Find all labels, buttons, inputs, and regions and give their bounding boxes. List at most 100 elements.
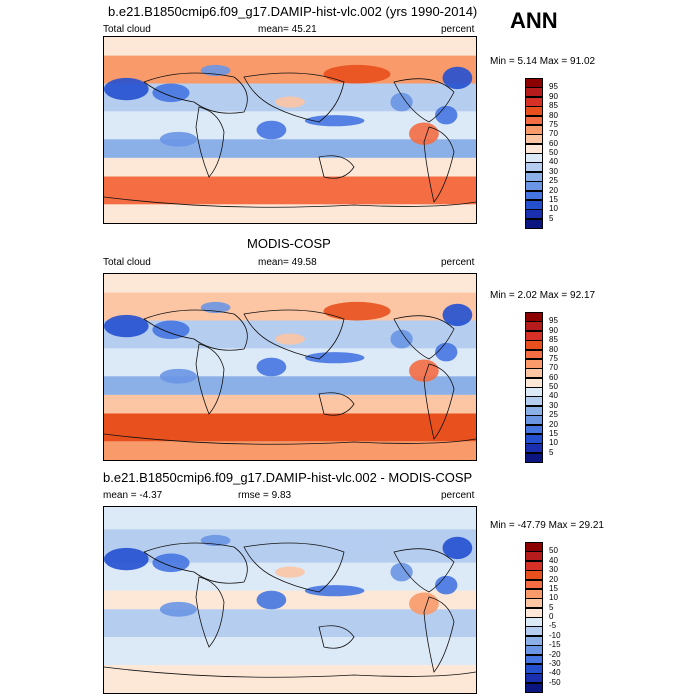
colorbar-tick-label: 80 — [549, 344, 558, 354]
colorbar-tick-label: 15 — [549, 194, 558, 204]
field-blob — [442, 66, 473, 90]
coastline — [143, 542, 248, 584]
field-blob — [104, 77, 149, 101]
field-band — [104, 665, 476, 693]
field-band — [104, 55, 476, 84]
colorbar-tick-label: 85 — [549, 101, 558, 111]
colorbar-tick-label: 50 — [549, 546, 558, 556]
field-blob — [435, 342, 458, 362]
field-band — [104, 441, 476, 460]
colorbar-tick-label: 20 — [549, 574, 558, 584]
coastline — [195, 576, 225, 648]
season-label: ANN — [510, 8, 558, 33]
colorbar-tick-label: 30 — [549, 565, 558, 575]
colorbar-tick-label: -30 — [549, 658, 561, 668]
colorbar-tick-label: 5 — [549, 602, 554, 612]
coastline — [423, 596, 455, 673]
colorbar-tick-label: 20 — [549, 419, 558, 429]
field-blob — [304, 585, 365, 597]
colorbar-tick-label: 40 — [549, 157, 558, 167]
field-blob — [159, 601, 197, 617]
field-blob — [323, 64, 391, 84]
panel1-title: b.e21.B1850cmip6.f09_g17.DAMIP-hist-vlc.… — [108, 4, 478, 19]
coastline — [393, 315, 455, 360]
colorbar-box — [525, 218, 543, 229]
field-blob — [275, 333, 305, 345]
colorbar-tick-label: -40 — [549, 668, 561, 678]
field-blob — [256, 120, 287, 140]
panel3-rmse-label: rmse = 9.83 — [238, 490, 292, 501]
coastline — [143, 72, 248, 114]
field-blob — [304, 115, 365, 127]
colorbar-tick-label: 15 — [549, 583, 558, 593]
panel1-map-field — [104, 37, 476, 223]
field-blob — [435, 105, 458, 125]
coastline — [318, 155, 355, 179]
coastline — [195, 343, 225, 415]
colorbar-tick-label: 90 — [549, 91, 558, 101]
colorbar-tick-label: 40 — [549, 555, 558, 565]
coastline — [104, 433, 476, 445]
panel2-colorbar: 95 90 85 80 75 70 60 50 40 30 25 20 15 10 5 — [525, 312, 575, 463]
colorbar-tick-label: 60 — [549, 372, 558, 382]
panel3-title: b.e21.B1850cmip6.f09_g17.DAMIP-hist-vlc.… — [103, 470, 473, 485]
field-blob — [390, 329, 413, 349]
field-blob — [152, 553, 190, 573]
colorbar-tick-label: 30 — [549, 166, 558, 176]
colorbar-tick-label: 20 — [549, 185, 558, 195]
colorbar-tick-label: 95 — [549, 82, 558, 92]
panel1-map — [103, 36, 477, 224]
colorbar-tick-label: 25 — [549, 176, 558, 186]
panel1-mean-label: mean= 45.21 — [258, 24, 317, 35]
field-blob — [442, 303, 473, 327]
colorbar-tick-label: 95 — [549, 316, 558, 326]
coastline — [243, 542, 345, 593]
panel1-minmax: Min = 5.14 Max = 91.02 — [490, 56, 596, 67]
colorbar-tick-label: 50 — [549, 382, 558, 391]
field-blob — [409, 122, 439, 145]
colorbar-tick-label: 0 — [549, 612, 554, 621]
colorbar-tick-label: 10 — [549, 204, 558, 214]
colorbar-box — [525, 452, 543, 463]
colorbar-tick-label: -10 — [549, 630, 561, 640]
colorbar-tick-label: 60 — [549, 138, 558, 148]
field-band — [104, 37, 476, 56]
field-band — [104, 292, 476, 321]
panel3-colorbar: 50 40 30 20 15 10 5 0 -5 -10 -15 -20 -30 -40 -50 — [525, 542, 575, 693]
field-band — [104, 204, 476, 223]
field-blob — [435, 575, 458, 595]
colorbar-tick-label: 5 — [549, 447, 554, 457]
coastline — [104, 196, 476, 208]
field-blob — [159, 131, 197, 147]
field-band — [104, 274, 476, 293]
colorbar-tick-label: 90 — [549, 325, 558, 335]
field-blob — [304, 352, 365, 364]
colorbar-tick-label: 80 — [549, 110, 558, 120]
field-blob — [256, 357, 287, 377]
field-blob — [409, 359, 439, 382]
field-blob — [152, 83, 190, 103]
coastline — [143, 309, 248, 351]
field-band — [104, 139, 476, 158]
field-blob — [442, 536, 473, 560]
colorbar-tick-label: 75 — [549, 119, 558, 129]
coastline — [393, 548, 455, 593]
field-blob — [275, 96, 305, 108]
field-blob — [390, 92, 413, 112]
field-band — [104, 413, 476, 442]
field-blob — [323, 301, 391, 321]
panel2-minmax: Min = 2.02 Max = 92.17 — [490, 290, 596, 301]
coastline — [423, 363, 455, 440]
coastline — [243, 309, 345, 360]
colorbar-tick-label: 50 — [549, 148, 558, 157]
field-blob — [104, 314, 149, 338]
field-blob — [159, 368, 197, 384]
field-blob — [409, 592, 439, 615]
panel1-left-label: Total cloud — [103, 24, 151, 35]
field-blob — [256, 590, 287, 610]
coastline — [195, 106, 225, 178]
panel3-units-label: percent — [441, 490, 475, 501]
field-blob — [104, 547, 149, 571]
field-band — [104, 507, 476, 530]
field-blob — [390, 562, 413, 582]
